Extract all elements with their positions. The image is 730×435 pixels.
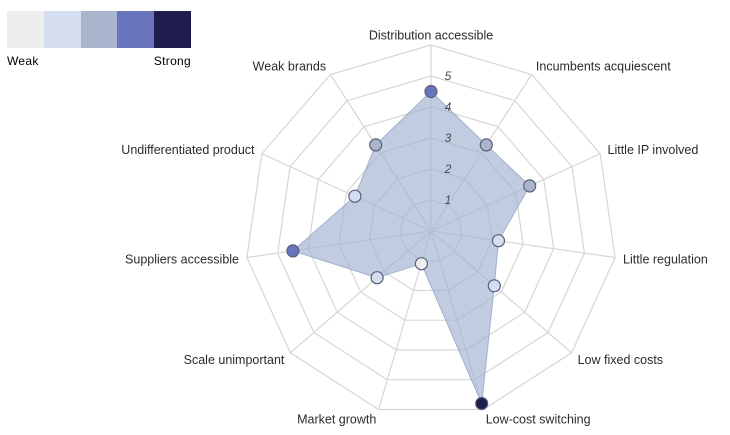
data-area <box>291 90 531 406</box>
data-polygon <box>291 90 531 406</box>
data-point-3 <box>523 179 537 193</box>
data-point-10 <box>348 189 362 203</box>
axis-label-6: Low-cost switching <box>486 413 591 427</box>
axis-label-7: Market growth <box>297 413 376 427</box>
data-point-4 <box>491 234 506 248</box>
tick-label-4: 4 <box>445 100 452 114</box>
legend-weak-label: Weak <box>7 54 39 68</box>
axis-label-9: Suppliers accessible <box>125 252 239 266</box>
grid-ring-4 <box>307 106 555 351</box>
data-point-5 <box>487 279 501 293</box>
axis-label-8: Scale unimportant <box>184 353 285 367</box>
tick-label-5: 5 <box>445 69 452 83</box>
axis-label-1: Distribution accessible <box>369 29 493 43</box>
data-point-6 <box>475 396 489 411</box>
axis-labels: Distribution accessible Incumbents acquie… <box>121 29 708 427</box>
legend-swatch-1 <box>7 11 44 48</box>
legend-swatch-4 <box>117 11 155 48</box>
legend-swatch-2 <box>43 11 81 48</box>
legend: Weak Strong <box>7 11 191 73</box>
grid-ring-6 <box>246 44 616 411</box>
axis-label-10: Undifferentiated product <box>121 143 255 157</box>
axis-label-3: Little IP involved <box>608 143 699 157</box>
data-point-2 <box>479 138 493 152</box>
axis-label-2: Incumbents acquiescent <box>536 60 671 74</box>
data-points <box>286 84 537 411</box>
axis-label-4: Little regulation <box>623 252 708 266</box>
grid-ring-5 <box>276 75 586 381</box>
data-point-9 <box>286 244 300 258</box>
data-point-8 <box>370 271 384 285</box>
tick-labels: 1 2 3 4 5 <box>444 69 452 207</box>
legend-strong-label: Strong <box>153 54 191 68</box>
tick-label-3: 3 <box>445 131 452 145</box>
data-point-7 <box>414 257 428 271</box>
axis-label-5: Low fixed costs <box>578 353 663 367</box>
data-point-11 <box>369 138 383 152</box>
tick-label-2: 2 <box>444 162 452 176</box>
legend-swatch-5 <box>154 11 191 48</box>
data-point-1 <box>424 84 438 99</box>
tick-label-1: 1 <box>445 193 452 207</box>
legend-color-scale <box>7 11 191 48</box>
legend-swatch-3 <box>80 11 118 48</box>
legend-labels: Weak Strong <box>7 54 191 74</box>
axis-label-11: Weak brands <box>253 60 326 74</box>
